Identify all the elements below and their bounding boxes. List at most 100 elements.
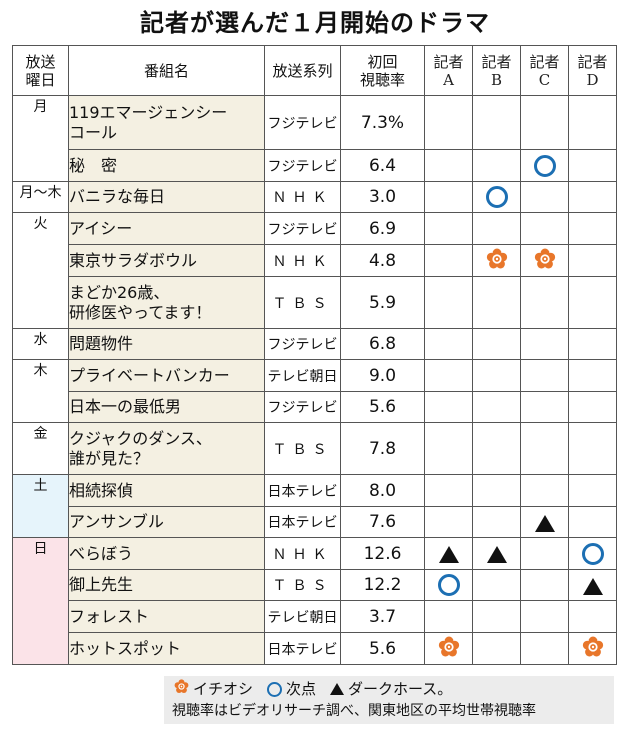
triangle-icon	[534, 514, 555, 532]
rating-value: 5.9	[340, 276, 425, 329]
legend-note: 視聴率はビデオリサーチ調べ、関東地区の平均世帯視聴率	[172, 703, 536, 719]
reporter-mark-b	[472, 276, 521, 329]
reporter-mark-b	[472, 244, 521, 277]
program-name: まどか26歳、 研修医やってます！	[68, 276, 265, 329]
reporter-mark-b	[472, 328, 521, 360]
reporter-mark-d	[568, 632, 617, 665]
reporter-mark-b	[472, 632, 521, 665]
header-reporter-c: 記者 C	[520, 45, 569, 96]
network-name: ＮＨＫ	[264, 244, 341, 277]
reporter-mark-d	[568, 474, 617, 507]
program-name: 問題物件	[68, 328, 265, 360]
reporter-mark-d	[568, 391, 617, 423]
flower-icon	[582, 636, 604, 662]
day-cell: 土	[12, 474, 69, 538]
reporter-mark-a	[424, 537, 473, 570]
program-name: アンサンブル	[68, 506, 265, 538]
legend-flower-label: イチオシ	[193, 680, 254, 698]
flower-icon	[174, 678, 189, 700]
reporter-mark-b	[472, 600, 521, 633]
table-row: 水問題物件 フジテレビ 6.8	[12, 328, 617, 360]
triangle-icon	[330, 683, 345, 695]
reporter-mark-c	[520, 181, 569, 213]
header-row: 放送 曜日 番組名 放送系列 初回 視聴率 記者 A 記者 B 記者 C 記者 D	[12, 45, 617, 96]
legend: イチオシ 次点 ダークホース。 視聴率はビデオリサーチ調べ、関東地区の平均世帯視…	[164, 676, 614, 724]
program-name: ホットスポット	[68, 632, 265, 665]
table-row: まどか26歳、 研修医やってます！ ＴＢＳ 5.9	[13, 276, 617, 329]
program-name: アイシー	[68, 212, 265, 245]
header-program: 番組名	[68, 45, 265, 96]
program-name: 秘 密	[68, 149, 265, 182]
header-reporter-a: 記者 A	[424, 45, 473, 96]
network-name: ＴＢＳ	[264, 569, 341, 601]
rating-value: 3.0	[340, 181, 425, 213]
reporter-mark-b	[472, 422, 521, 475]
program-name: 相続探偵	[68, 474, 265, 507]
day-cell: 月	[12, 95, 69, 182]
header-reporter-d: 記者 D	[568, 45, 617, 96]
reporter-mark-c	[520, 276, 569, 329]
reporter-mark-b	[472, 359, 521, 392]
reporter-mark-a	[424, 276, 473, 329]
network-name: フジテレビ	[264, 391, 341, 423]
reporter-mark-b	[472, 569, 521, 601]
reporter-mark-d	[568, 328, 617, 360]
network-name: フジテレビ	[264, 328, 341, 360]
reporter-mark-a	[424, 181, 473, 213]
reporter-mark-c	[520, 600, 569, 633]
table-row: 御上先生 ＴＢＳ 12.2	[13, 569, 617, 601]
reporter-mark-c	[520, 212, 569, 245]
reporter-mark-a	[424, 244, 473, 277]
table-row: 東京サラダボウル ＮＨＫ 4.8	[13, 244, 617, 277]
reporter-mark-c	[520, 244, 569, 277]
table-row: 日本一の最低男 フジテレビ 5.6	[13, 391, 617, 423]
reporter-mark-a	[424, 359, 473, 392]
program-name: 日本一の最低男	[68, 391, 265, 423]
reporter-mark-b	[472, 391, 521, 423]
reporter-mark-c	[520, 632, 569, 665]
ring-icon	[267, 681, 283, 697]
table-row: 月 119エマージェンシー コール フジテレビ 7.3%	[12, 95, 617, 182]
day-cell: 金	[12, 422, 69, 475]
program-name: バニラな毎日	[68, 181, 265, 213]
reporter-mark-a	[424, 391, 473, 423]
reporter-mark-a	[424, 632, 473, 665]
reporter-mark-c	[520, 422, 569, 475]
reporter-mark-c	[520, 95, 569, 150]
program-name: フォレスト	[68, 600, 265, 633]
program-name: べらぼう	[68, 537, 265, 570]
program-name: 119エマージェンシー コール	[68, 95, 265, 150]
header-network: 放送系列	[264, 45, 341, 96]
rating-value: 5.6	[340, 632, 425, 665]
day-cell: 日	[12, 537, 69, 665]
reporter-mark-d	[568, 276, 617, 329]
network-name: テレビ朝日	[264, 600, 341, 633]
network-name: ＮＨＫ	[264, 537, 341, 570]
flower-icon	[486, 248, 508, 274]
page-title: 記者が選んだ１月開始のドラマ	[140, 9, 490, 37]
reporter-mark-c	[520, 474, 569, 507]
day-cell: 水	[12, 328, 69, 360]
reporter-mark-c	[520, 506, 569, 538]
rating-value: 4.8	[340, 244, 425, 277]
ring-icon	[581, 542, 604, 565]
rating-value: 9.0	[340, 359, 425, 392]
program-name: 御上先生	[68, 569, 265, 601]
reporter-mark-a	[424, 474, 473, 507]
reporter-mark-a	[424, 600, 473, 633]
flower-icon	[438, 636, 460, 662]
rating-value: 7.6	[340, 506, 425, 538]
table-row: 日べらぼう ＮＨＫ 12.6	[12, 537, 617, 665]
ring-icon	[485, 186, 508, 208]
reporter-mark-c	[520, 359, 569, 392]
rating-value: 3.7	[340, 600, 425, 633]
network-name: ＴＢＳ	[264, 276, 341, 329]
reporter-mark-c	[520, 569, 569, 601]
program-name: プライベートバンカー	[68, 359, 265, 392]
reporter-mark-d	[568, 244, 617, 277]
reporter-mark-d	[568, 95, 617, 150]
reporter-mark-a	[424, 569, 473, 601]
reporter-mark-d	[568, 569, 617, 601]
table-row: 木プライベートバンカー テレビ朝日 9.0	[12, 359, 617, 423]
day-cell: 火	[12, 212, 69, 329]
